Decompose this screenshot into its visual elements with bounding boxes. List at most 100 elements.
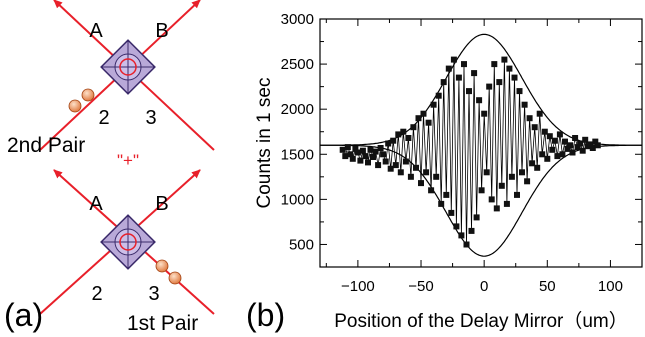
data-point — [344, 144, 351, 151]
data-point — [365, 159, 371, 166]
data-point — [443, 191, 450, 198]
data-point — [546, 133, 553, 140]
data-point — [418, 180, 424, 187]
data-point — [508, 173, 515, 180]
data-point — [572, 135, 579, 141]
data-point — [339, 146, 346, 153]
x-tick-label: 0 — [480, 278, 488, 295]
connector-label: "+" — [117, 151, 139, 170]
panel-b-chart: (b) −100 −50 0 50 100 500 1000 1500 2000 2500 3000… — [246, 11, 643, 333]
data-point — [486, 83, 493, 90]
data-point — [498, 182, 505, 189]
data-point — [354, 149, 361, 156]
data-point — [380, 151, 387, 158]
data-point — [352, 145, 359, 152]
data-point — [377, 145, 384, 151]
data-point — [529, 160, 536, 167]
data-point — [539, 151, 546, 158]
y-tick-label: 3000 — [281, 11, 314, 28]
data-point — [448, 209, 455, 216]
data-point — [564, 145, 571, 152]
x-tick-label: 100 — [598, 278, 623, 295]
data-point — [347, 151, 354, 158]
data-point — [359, 147, 366, 154]
data-point — [415, 115, 422, 122]
data-point — [483, 169, 490, 176]
y-tick-label: 2000 — [281, 101, 314, 118]
data-point — [491, 61, 498, 68]
data-point — [445, 65, 452, 72]
data-point — [506, 65, 513, 72]
photon-icon — [155, 259, 169, 273]
data-point — [362, 153, 369, 160]
data-point — [536, 110, 543, 117]
data-point — [423, 169, 430, 176]
panel-label-b: (b) — [246, 297, 285, 333]
beam-label-a: A — [89, 193, 103, 215]
data-point — [425, 119, 432, 126]
data-point — [397, 169, 404, 176]
data-point — [357, 157, 364, 164]
panel-a-schematic: A B 2 3 2nd Pair "+" A B 2 3 1st Pair — [4, 0, 215, 335]
data-point — [511, 74, 518, 81]
data-point — [493, 205, 500, 212]
data-point — [385, 140, 392, 147]
data-point — [516, 88, 523, 95]
port-label-3: 3 — [145, 107, 156, 129]
data-point — [466, 88, 472, 95]
data-point — [370, 154, 376, 160]
data-point — [413, 164, 419, 171]
second-pair-diagram: A B 2 3 2nd Pair — [7, 0, 215, 157]
pair-caption: 2nd Pair — [7, 134, 85, 157]
data-point — [569, 149, 576, 156]
data-point — [440, 79, 447, 86]
beam-label-b: B — [155, 20, 168, 42]
envelope-upper — [320, 33, 642, 146]
data-point — [410, 124, 417, 131]
data-point — [392, 162, 399, 169]
data-point — [458, 232, 465, 239]
data-point — [455, 74, 462, 81]
data-point — [433, 173, 440, 180]
data-point — [430, 101, 437, 108]
data-point — [496, 79, 503, 86]
data-point — [501, 56, 508, 63]
data-point — [594, 142, 601, 149]
photon-icon — [168, 271, 182, 285]
x-axis-label: Position of the Delay Mirror（um） — [334, 310, 628, 332]
data-point — [400, 128, 407, 135]
data-point — [375, 162, 382, 169]
beam-label-b: B — [155, 193, 168, 215]
photon-icon — [81, 88, 95, 102]
data-point — [438, 200, 445, 207]
crystal-icon — [100, 214, 156, 270]
data-point — [551, 137, 558, 144]
data-point — [544, 155, 551, 162]
data-point — [541, 128, 548, 135]
data-point — [562, 138, 568, 145]
data-point — [587, 141, 594, 148]
data-point — [549, 146, 556, 153]
port-label-3: 3 — [148, 283, 159, 305]
beam-label-a: A — [89, 20, 103, 42]
data-point — [582, 136, 589, 143]
y-tick-label: 1500 — [281, 146, 314, 163]
data-point — [481, 110, 488, 117]
y-tick-label: 2500 — [281, 56, 314, 73]
data-point — [367, 146, 374, 153]
data-point — [534, 164, 541, 171]
data-point — [488, 196, 495, 203]
data-point — [435, 92, 442, 99]
data-point — [450, 56, 457, 63]
data-point — [349, 155, 356, 162]
port-label-2: 2 — [98, 107, 109, 129]
data-point — [514, 191, 520, 198]
data-point — [395, 131, 402, 138]
data-point — [372, 148, 379, 155]
data-point — [574, 144, 581, 151]
photon-icon — [68, 99, 82, 113]
chart-area: −100 −50 0 50 100 500 1000 1500 2000 2500 3000 Posi… — [254, 11, 643, 332]
data-point — [577, 140, 584, 147]
data-point — [503, 200, 510, 207]
